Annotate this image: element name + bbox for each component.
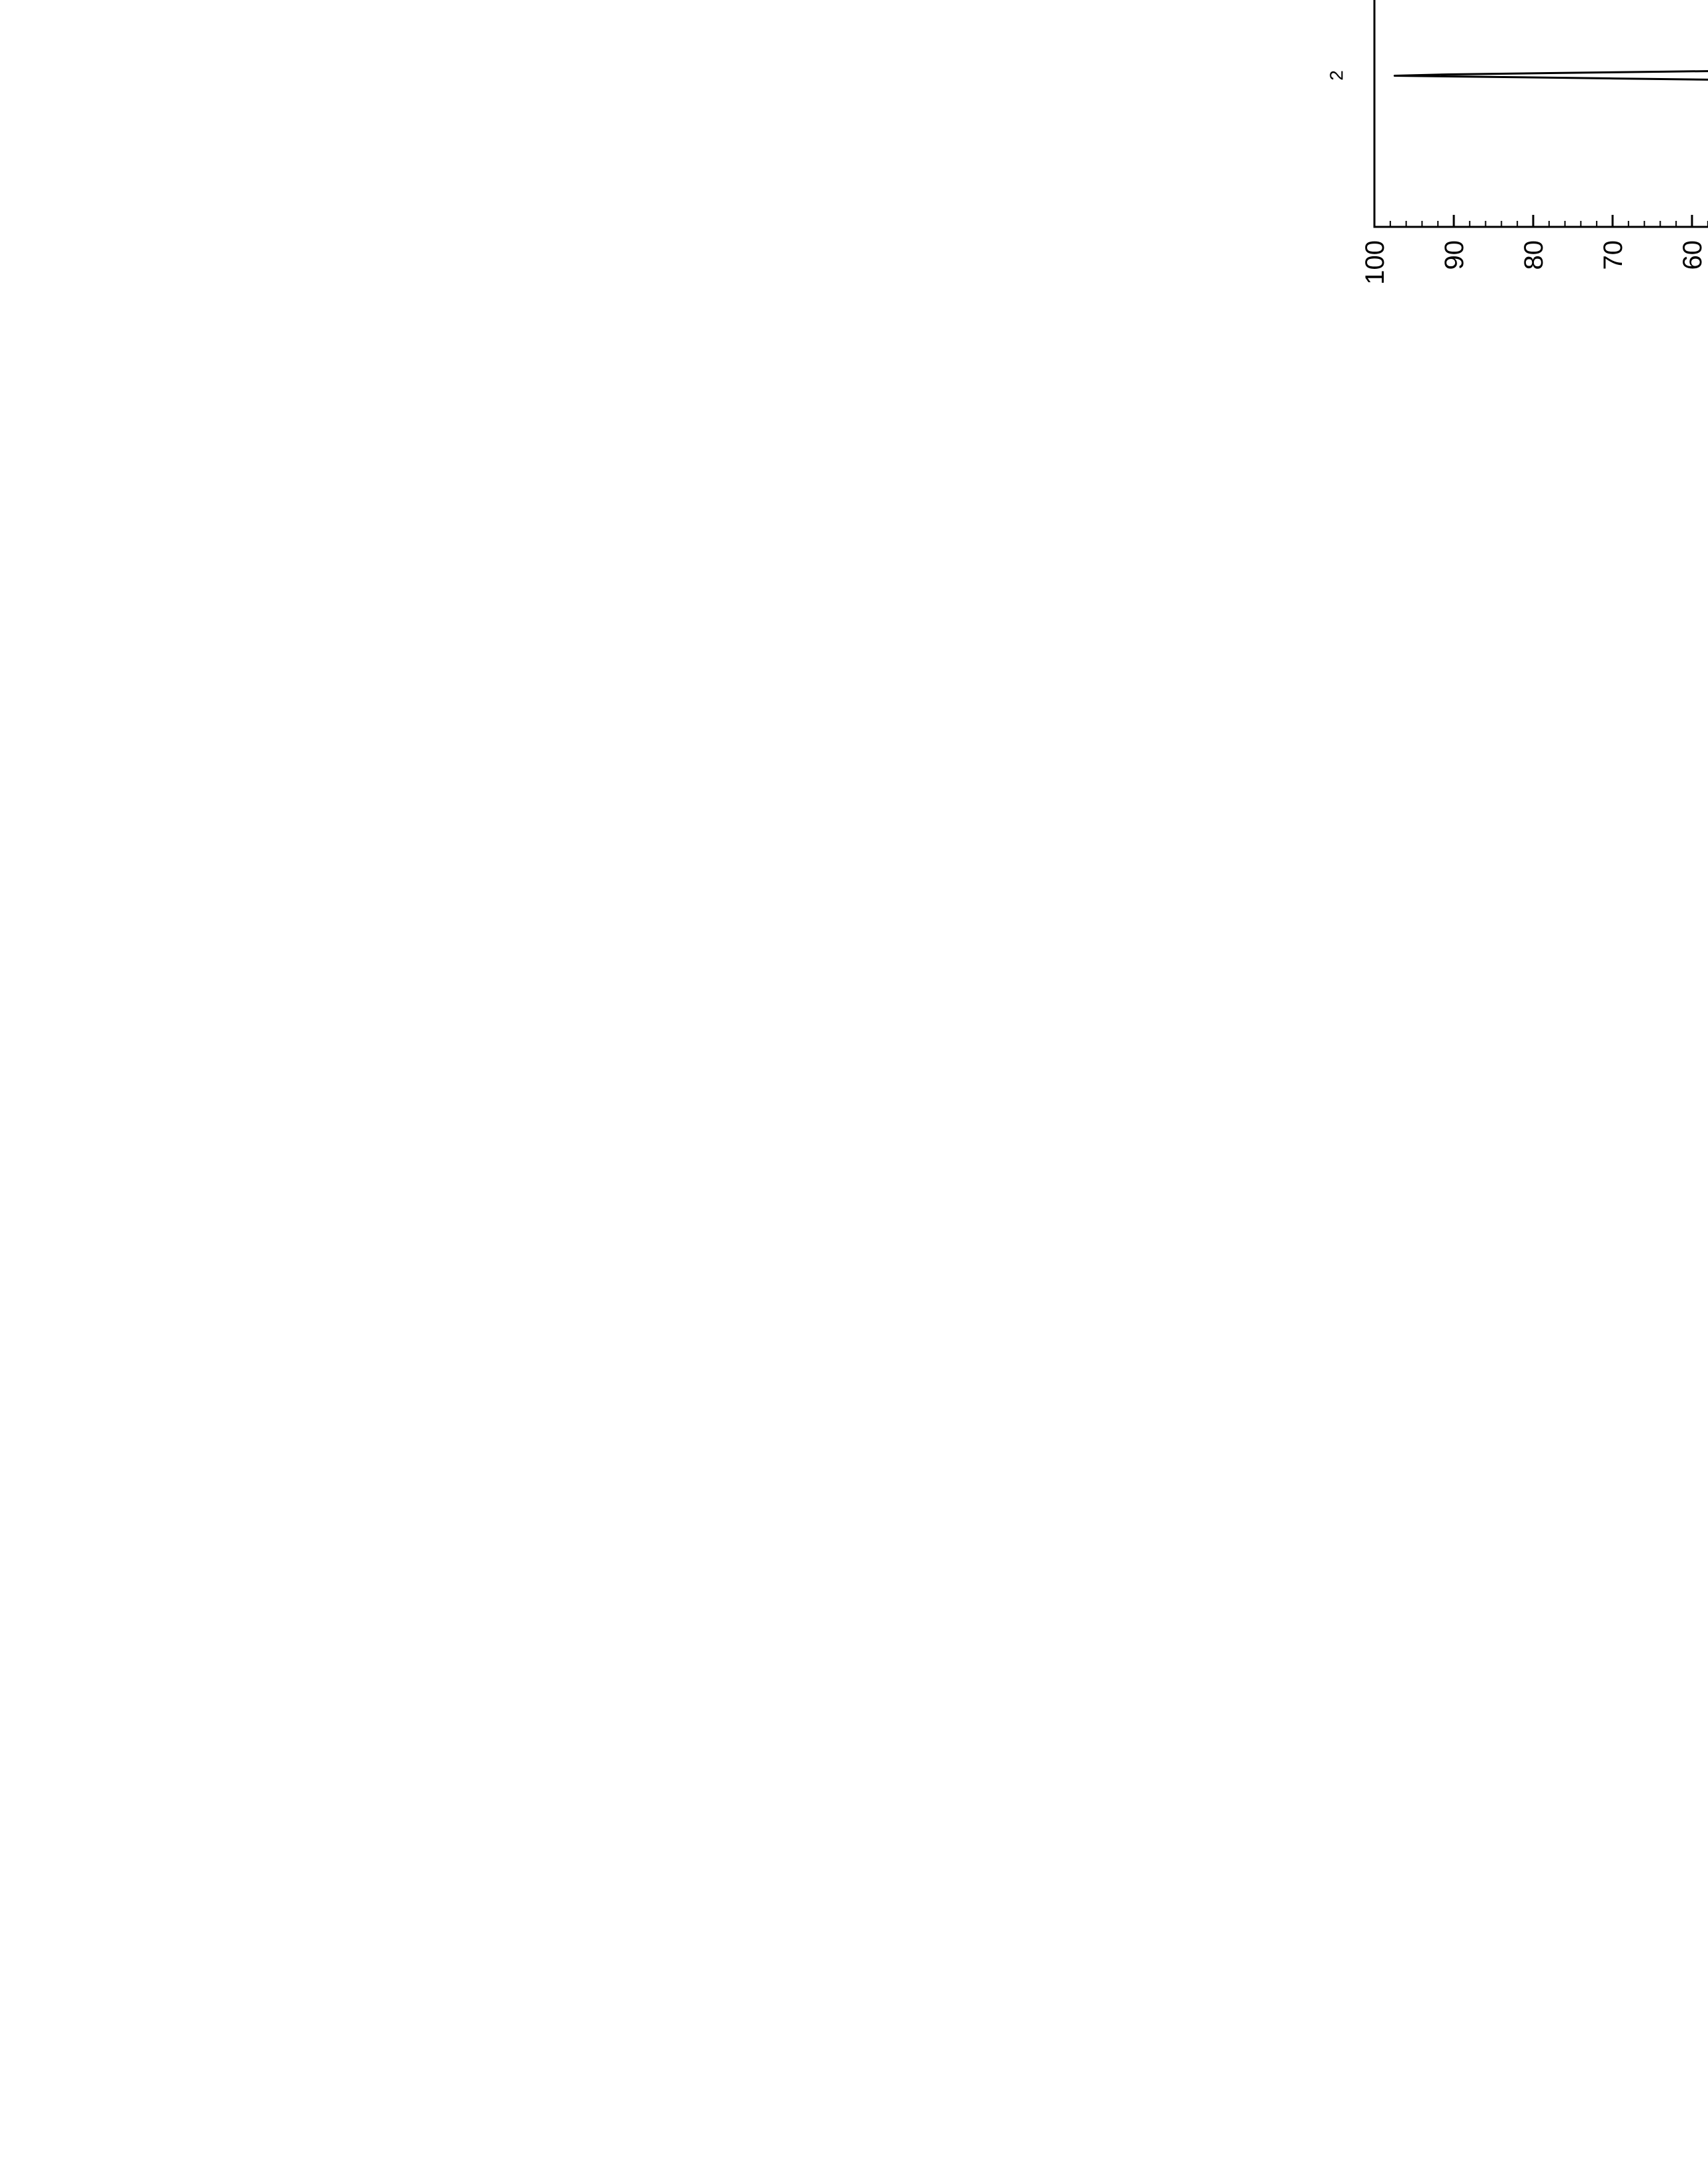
page: (1) 04-008-3005 Li2SiO3-Lithium Silicate… [0,0,1708,2180]
figure-wrapper: (1) 04-008-3005 Li2SiO3-Lithium Silicate… [1301,0,1708,347]
y-tick-label: 70 [1599,240,1628,270]
y-tick-label: 60 [1678,240,1707,270]
y-tick-label: 80 [1519,240,1549,270]
plot-border [1374,0,1708,227]
peak-label: 2 [1326,70,1346,81]
y-tick-label: 100 [1360,240,1390,285]
y-tick-label: 90 [1440,240,1469,270]
xrd-figure: (1) 04-008-3005 Li2SiO3-Lithium Silicate… [1301,0,1708,347]
